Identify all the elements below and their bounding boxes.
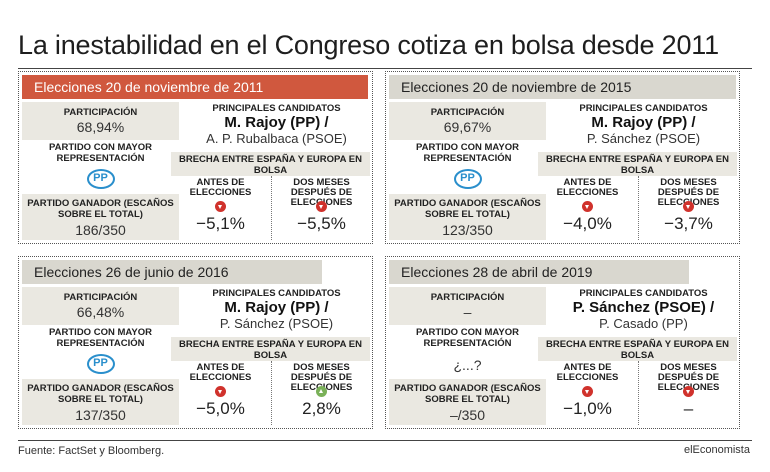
candidate-secondary: P. Sánchez (PSOE) (219, 316, 334, 331)
candidates-label: PRINCIPALES CANDIDATOS (212, 103, 341, 114)
candidate-primary: P. Sánchez (PSOE) / (572, 299, 715, 316)
footer-rule (18, 440, 752, 441)
majority-party-box: PARTIDO CON MAYOR REPRESENTACIÓN PP (22, 327, 179, 377)
before-value: −1,0% (563, 399, 612, 418)
participation-box: PARTICIPACIÓN 68,94% (22, 102, 179, 140)
participation-value: 66,48% (76, 304, 125, 320)
candidate-primary: M. Rajoy (PP) / (591, 114, 696, 131)
winner-box: PARTIDO GANADOR (ESCAÑOS SOBRE EL TOTAL)… (389, 194, 546, 240)
source-note: Fuente: FactSet y Bloomberg. (18, 445, 165, 457)
participation-value: 69,67% (443, 119, 492, 135)
arrow-down-icon (683, 386, 694, 397)
majority-party-label: PARTIDO CON MAYOR REPRESENTACIÓN (416, 142, 519, 164)
after-value: −5,5% (297, 214, 346, 233)
winner-value: 186/350 (75, 222, 126, 238)
market-gap-label: BRECHA ENTRE ESPAÑA Y EUROPA EN BOLSA (546, 154, 729, 176)
winner-value: –/350 (449, 407, 486, 423)
arrow-up-icon (316, 386, 327, 397)
arrow-down-icon (316, 201, 327, 212)
before-elections-col: ANTES DE ELECCIONES −5,0% (171, 361, 270, 425)
market-gap-label: BRECHA ENTRE ESPAÑA Y EUROPA EN BOLSA (546, 339, 729, 361)
before-elections-col: ANTES DE ELECCIONES −5,1% (171, 176, 270, 240)
participation-label: PARTICIPACIÓN (63, 292, 138, 303)
participation-value: – (463, 304, 472, 320)
majority-party-label: PARTIDO CON MAYOR REPRESENTACIÓN (49, 142, 152, 164)
participation-value: 68,94% (76, 119, 125, 135)
arrow-down-icon (215, 386, 226, 397)
election-panel-2019: Elecciones 28 de abril de 2019 PARTICIPA… (385, 256, 740, 429)
winner-label: PARTIDO GANADOR (ESCAÑOS SOBRE EL TOTAL) (394, 198, 541, 220)
candidates-label: PRINCIPALES CANDIDATOS (212, 288, 341, 299)
panel-title: Elecciones 28 de abril de 2019 (389, 260, 689, 284)
winner-label: PARTIDO GANADOR (ESCAÑOS SOBRE EL TOTAL) (27, 198, 174, 220)
market-gap-label: BRECHA ENTRE ESPAÑA Y EUROPA EN BOLSA (179, 339, 362, 361)
majority-party-label: PARTIDO CON MAYOR REPRESENTACIÓN (416, 327, 519, 349)
election-panel-2015: Elecciones 20 de noviembre de 2015 PARTI… (385, 71, 740, 244)
panel-title: Elecciones 26 de junio de 2016 (22, 260, 322, 284)
winner-value: 137/350 (75, 407, 126, 423)
arrow-down-icon (582, 386, 593, 397)
before-value: −5,1% (196, 214, 245, 233)
election-panel-2011: Elecciones 20 de noviembre de 2011 PARTI… (18, 71, 373, 244)
pp-logo-icon: PP (86, 354, 115, 374)
before-elections-col: ANTES DE ELECCIONES −4,0% (538, 176, 637, 240)
winner-box: PARTIDO GANADOR (ESCAÑOS SOBRE EL TOTAL)… (22, 379, 179, 425)
majority-party-box: PARTIDO CON MAYOR REPRESENTACIÓN ¿...? (389, 327, 546, 377)
pp-logo-icon: PP (86, 169, 115, 189)
after-elections-col: DOS MESES DESPUÉS DE ELECCIONES 2,8% (271, 361, 371, 425)
arrow-down-icon (215, 201, 226, 212)
market-gap-label: BRECHA ENTRE ESPAÑA Y EUROPA EN BOLSA (179, 154, 362, 176)
majority-party-unknown: ¿...? (453, 357, 482, 373)
majority-party-box: PARTIDO CON MAYOR REPRESENTACIÓN PP (22, 142, 179, 192)
participation-box: PARTICIPACIÓN – (389, 287, 546, 325)
winner-label: PARTIDO GANADOR (ESCAÑOS SOBRE EL TOTAL) (27, 383, 174, 405)
winner-box: PARTIDO GANADOR (ESCAÑOS SOBRE EL TOTAL)… (389, 379, 546, 425)
participation-label: PARTICIPACIÓN (63, 107, 138, 118)
arrow-down-icon (683, 201, 694, 212)
infographic-title: La inestabilidad en el Congreso cotiza e… (18, 30, 719, 60)
market-gap-section: BRECHA ENTRE ESPAÑA Y EUROPA EN BOLSA AN… (538, 152, 737, 240)
winner-box: PARTIDO GANADOR (ESCAÑOS SOBRE EL TOTAL)… (22, 194, 179, 240)
participation-label: PARTICIPACIÓN (430, 107, 505, 118)
arrow-down-icon (582, 201, 593, 212)
majority-party-box: PARTIDO CON MAYOR REPRESENTACIÓN PP (389, 142, 546, 192)
before-value: −5,0% (196, 399, 245, 418)
after-value: −3,7% (664, 214, 713, 233)
after-value: 2,8% (302, 399, 341, 418)
participation-label: PARTICIPACIÓN (430, 292, 505, 303)
after-elections-col: DOS MESES DESPUÉS DE ELECCIONES – (638, 361, 738, 425)
participation-box: PARTICIPACIÓN 66,48% (22, 287, 179, 325)
after-value: – (683, 399, 694, 418)
before-elections-col: ANTES DE ELECCIONES −1,0% (538, 361, 637, 425)
candidate-secondary: P. Casado (PP) (599, 316, 688, 331)
after-elections-col: DOS MESES DESPUÉS DE ELECCIONES −3,7% (638, 176, 738, 240)
candidate-secondary: P. Sánchez (PSOE) (586, 131, 701, 146)
candidate-primary: M. Rajoy (PP) / (224, 114, 329, 131)
majority-party-label: PARTIDO CON MAYOR REPRESENTACIÓN (49, 327, 152, 349)
candidate-secondary: A. P. Rubalbaca (PSOE) (206, 131, 347, 146)
participation-box: PARTICIPACIÓN 69,67% (389, 102, 546, 140)
before-label: ANTES DE ELECCIONES (189, 362, 252, 383)
panel-title: Elecciones 20 de noviembre de 2011 (22, 75, 368, 99)
market-gap-section: BRECHA ENTRE ESPAÑA Y EUROPA EN BOLSA AN… (171, 337, 370, 425)
brand-logo: elEconomista (683, 444, 750, 456)
candidates-label: PRINCIPALES CANDIDATOS (579, 288, 708, 299)
before-label: ANTES DE ELECCIONES (556, 177, 619, 198)
market-gap-section: BRECHA ENTRE ESPAÑA Y EUROPA EN BOLSA AN… (171, 152, 370, 240)
after-elections-col: DOS MESES DESPUÉS DE ELECCIONES −5,5% (271, 176, 371, 240)
before-value: −4,0% (563, 214, 612, 233)
election-panel-2016: Elecciones 26 de junio de 2016 PARTICIPA… (18, 256, 373, 429)
candidate-primary: M. Rajoy (PP) / (224, 299, 329, 316)
pp-logo-icon: PP (453, 169, 482, 189)
before-label: ANTES DE ELECCIONES (189, 177, 252, 198)
winner-label: PARTIDO GANADOR (ESCAÑOS SOBRE EL TOTAL) (394, 383, 541, 405)
panel-title: Elecciones 20 de noviembre de 2015 (389, 75, 736, 99)
market-gap-section: BRECHA ENTRE ESPAÑA Y EUROPA EN BOLSA AN… (538, 337, 737, 425)
title-rule (18, 68, 752, 69)
candidates-label: PRINCIPALES CANDIDATOS (579, 103, 708, 114)
winner-value: 123/350 (442, 222, 493, 238)
before-label: ANTES DE ELECCIONES (556, 362, 619, 383)
